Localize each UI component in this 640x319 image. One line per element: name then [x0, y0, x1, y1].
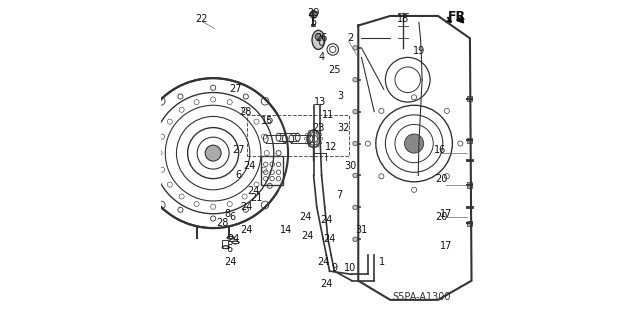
- Text: 24: 24: [320, 215, 333, 225]
- Text: S5PA-A1300: S5PA-A1300: [393, 292, 451, 302]
- Circle shape: [353, 78, 357, 82]
- Text: 24: 24: [228, 234, 240, 244]
- Text: FR: FR: [448, 10, 466, 23]
- Circle shape: [310, 11, 317, 18]
- Text: 27: 27: [229, 84, 242, 94]
- Circle shape: [353, 46, 357, 50]
- Text: 24: 24: [244, 161, 256, 171]
- Circle shape: [353, 205, 357, 210]
- Text: 24: 24: [323, 234, 336, 244]
- Text: 10: 10: [344, 263, 356, 273]
- Text: 8: 8: [225, 209, 230, 219]
- Text: 24: 24: [241, 225, 253, 235]
- Text: 23: 23: [312, 122, 324, 133]
- Circle shape: [404, 134, 424, 153]
- Text: 6: 6: [236, 170, 242, 181]
- Text: 6: 6: [226, 244, 232, 254]
- Text: 24: 24: [317, 256, 330, 267]
- Text: 20: 20: [435, 212, 447, 222]
- Text: 31: 31: [355, 225, 367, 235]
- Bar: [124, 151, 127, 155]
- Bar: [467, 182, 472, 188]
- Text: 22: 22: [196, 14, 208, 24]
- Bar: [124, 126, 127, 130]
- Text: 5: 5: [310, 17, 317, 27]
- Circle shape: [353, 173, 357, 178]
- Bar: [467, 138, 472, 143]
- Text: 24: 24: [225, 256, 237, 267]
- Bar: [124, 177, 127, 181]
- Text: 24: 24: [320, 279, 333, 289]
- Bar: [261, 156, 284, 185]
- Circle shape: [205, 145, 221, 161]
- Text: 15: 15: [261, 116, 273, 126]
- Text: 24: 24: [247, 186, 259, 197]
- Text: 12: 12: [325, 142, 337, 152]
- Text: 16: 16: [433, 145, 445, 155]
- Text: 18: 18: [397, 14, 409, 24]
- Text: 3: 3: [338, 91, 344, 101]
- Circle shape: [316, 33, 321, 40]
- Text: 28: 28: [239, 107, 252, 117]
- Bar: [222, 240, 228, 248]
- Text: 11: 11: [322, 110, 334, 120]
- Text: 29: 29: [307, 8, 320, 18]
- Text: 14: 14: [280, 225, 292, 235]
- Text: 21: 21: [250, 193, 262, 203]
- Circle shape: [353, 109, 357, 114]
- Text: 13: 13: [314, 97, 326, 107]
- Text: 32: 32: [338, 122, 350, 133]
- Ellipse shape: [312, 30, 324, 49]
- Bar: [467, 96, 472, 101]
- Text: 17: 17: [440, 209, 452, 219]
- Text: 4: 4: [319, 52, 324, 63]
- Circle shape: [353, 237, 357, 241]
- Text: 20: 20: [435, 174, 447, 184]
- Text: 6: 6: [229, 212, 236, 222]
- Text: 2: 2: [347, 33, 353, 43]
- Text: 26: 26: [316, 33, 328, 43]
- Text: 24: 24: [241, 202, 253, 212]
- Text: 24: 24: [301, 231, 314, 241]
- Text: 30: 30: [344, 161, 356, 171]
- Text: 28: 28: [216, 218, 229, 228]
- Text: 24: 24: [300, 212, 312, 222]
- Text: 1: 1: [379, 256, 385, 267]
- Circle shape: [353, 141, 357, 146]
- Text: 17: 17: [440, 241, 452, 251]
- Text: 7: 7: [336, 189, 342, 200]
- Text: 25: 25: [328, 65, 340, 75]
- Bar: [311, 24, 316, 26]
- FancyArrowPatch shape: [446, 18, 451, 22]
- Text: 19: 19: [413, 46, 425, 56]
- Bar: [467, 221, 472, 226]
- Text: 27: 27: [232, 145, 245, 155]
- Text: 9: 9: [332, 263, 337, 273]
